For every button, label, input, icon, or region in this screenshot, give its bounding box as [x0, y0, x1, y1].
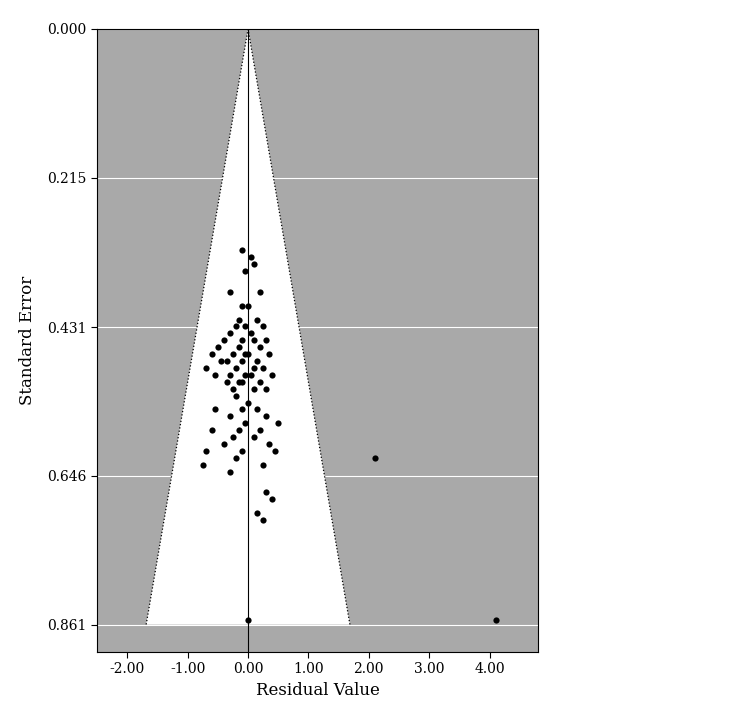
- Point: [227, 348, 239, 360]
- Point: [233, 313, 245, 325]
- Point: [254, 424, 266, 436]
- Point: [218, 438, 230, 450]
- Point: [260, 411, 272, 422]
- Point: [196, 459, 208, 471]
- Y-axis label: Standard Error: Standard Error: [19, 276, 36, 405]
- Point: [199, 445, 211, 457]
- Point: [242, 615, 254, 626]
- Point: [248, 383, 260, 395]
- Point: [254, 376, 266, 387]
- Point: [224, 466, 236, 478]
- Point: [227, 383, 239, 395]
- Point: [248, 432, 260, 443]
- Point: [236, 445, 248, 457]
- Point: [236, 355, 248, 367]
- Point: [248, 258, 260, 270]
- Point: [257, 362, 269, 374]
- Point: [239, 418, 251, 429]
- Point: [239, 321, 251, 332]
- Point: [227, 432, 239, 443]
- Point: [489, 615, 501, 626]
- Point: [242, 300, 254, 311]
- Point: [224, 411, 236, 422]
- Point: [233, 376, 245, 387]
- Point: [233, 424, 245, 436]
- Point: [260, 334, 272, 346]
- Point: [239, 265, 251, 277]
- Point: [369, 452, 381, 463]
- Point: [266, 494, 278, 505]
- Point: [233, 342, 245, 353]
- Point: [251, 508, 263, 519]
- Point: [251, 355, 263, 367]
- Point: [236, 300, 248, 311]
- Point: [236, 376, 248, 387]
- Point: [263, 348, 275, 360]
- Point: [218, 334, 230, 346]
- Point: [257, 459, 269, 471]
- X-axis label: Residual Value: Residual Value: [255, 681, 379, 699]
- Point: [260, 487, 272, 498]
- Point: [224, 369, 236, 381]
- Point: [242, 397, 254, 408]
- Point: [221, 355, 233, 367]
- Point: [224, 286, 236, 298]
- Point: [209, 369, 221, 381]
- Point: [239, 369, 251, 381]
- Point: [257, 514, 269, 526]
- Point: [260, 383, 272, 395]
- Point: [236, 404, 248, 416]
- Point: [215, 355, 227, 367]
- Point: [230, 321, 242, 332]
- Point: [224, 327, 236, 339]
- Point: [251, 404, 263, 416]
- Point: [230, 362, 242, 374]
- Point: [236, 334, 248, 346]
- Point: [245, 251, 257, 263]
- Point: [248, 334, 260, 346]
- Point: [206, 348, 218, 360]
- Point: [206, 424, 218, 436]
- Point: [212, 342, 224, 353]
- Point: [272, 418, 284, 429]
- Point: [245, 327, 257, 339]
- Point: [209, 404, 221, 416]
- Point: [254, 342, 266, 353]
- Point: [269, 445, 281, 457]
- Point: [230, 452, 242, 463]
- Point: [263, 438, 275, 450]
- Point: [239, 348, 251, 360]
- Point: [236, 245, 248, 256]
- Point: [230, 390, 242, 401]
- Point: [254, 286, 266, 298]
- Point: [248, 362, 260, 374]
- Point: [257, 321, 269, 332]
- Point: [242, 348, 254, 360]
- Point: [251, 313, 263, 325]
- Point: [199, 362, 211, 374]
- Point: [221, 376, 233, 387]
- Point: [245, 369, 257, 381]
- Polygon shape: [146, 29, 350, 625]
- Point: [266, 369, 278, 381]
